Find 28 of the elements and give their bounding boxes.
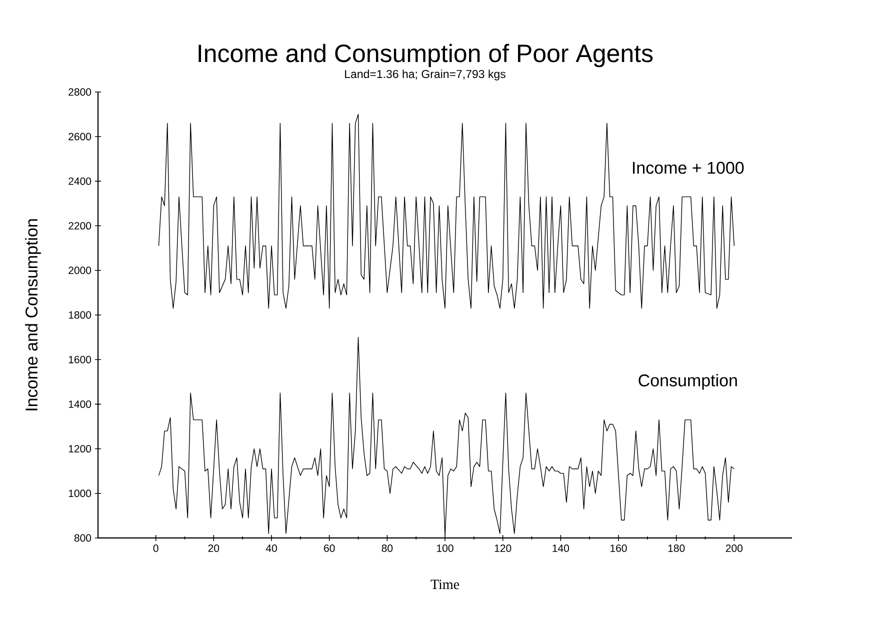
y-axis-title: Income and Consumption: [25, 219, 41, 410]
x-tick-label: 60: [324, 544, 335, 552]
x-tick-label: 80: [382, 544, 393, 552]
y-tick-label: 2600: [68, 132, 92, 140]
x-tick-label: 120: [494, 544, 512, 552]
y-tick-label: 1400: [68, 400, 92, 408]
y-tick-label: 800: [74, 534, 92, 542]
y-tick-label: 1600: [68, 356, 92, 364]
x-tick-label: 20: [208, 544, 220, 552]
x-tick-label: 140: [552, 544, 570, 552]
x-axis-title: Time: [430, 580, 460, 590]
y-tick-label: 1800: [68, 311, 92, 319]
x-tick-label: 180: [668, 544, 685, 552]
chart-title: Income and Consumption of Poor Agents: [198, 44, 653, 68]
y-tick-label: 2800: [68, 88, 92, 96]
y-tick-label: 2200: [68, 222, 92, 230]
y-tick-label: 2000: [68, 266, 92, 274]
x-tick-label: 160: [610, 544, 627, 552]
x-tick-label: 100: [437, 544, 454, 552]
y-tick-label: 1000: [68, 490, 92, 498]
y-tick-label: 1200: [68, 445, 92, 453]
y-tick-label: 2400: [68, 177, 92, 185]
x-tick-label: 200: [726, 544, 743, 552]
text: Consumption: [638, 374, 737, 390]
chart-subtitle: Land=1.36 ha; Grain=7,793 kgs: [345, 70, 506, 80]
x-tick-label: 0: [153, 544, 158, 552]
x-tick-label: 40: [266, 544, 277, 552]
series-label: Income + 1000: [633, 162, 744, 174]
